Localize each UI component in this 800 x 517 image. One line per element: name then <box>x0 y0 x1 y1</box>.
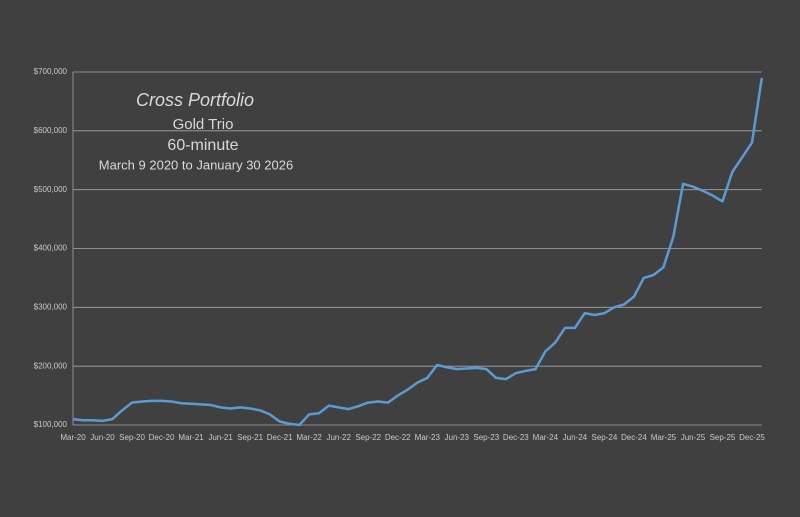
x-tick-label: Jun-23 <box>445 433 470 442</box>
x-tick-label: Sep-22 <box>355 433 381 442</box>
x-tick-label: Sep-23 <box>473 433 499 442</box>
chart-subtitle: Gold Trio <box>173 116 234 133</box>
x-tick-label: Dec-21 <box>267 433 293 442</box>
x-tick-label: Dec-24 <box>621 433 647 442</box>
x-tick-label: Dec-22 <box>385 433 411 442</box>
x-tick-label: Jun-25 <box>681 433 706 442</box>
x-tick-label: Sep-25 <box>710 433 736 442</box>
line-series <box>72 77 764 427</box>
y-tick-label: $300,000 <box>34 302 68 311</box>
x-tick-label: Jun-22 <box>326 433 351 442</box>
x-tick-label: Jun-20 <box>90 433 115 442</box>
x-tick-label: Mar-21 <box>178 433 204 442</box>
x-tick-label: Jun-21 <box>208 433 233 442</box>
y-tick-label: $100,000 <box>34 420 68 429</box>
y-tick-label: $700,000 <box>34 67 68 76</box>
chart-title: Cross Portfolio <box>136 90 254 110</box>
y-tick-label: $600,000 <box>34 126 68 135</box>
y-tick-label: $200,000 <box>34 361 68 370</box>
x-tick-label: Sep-20 <box>119 433 145 442</box>
x-tick-label: Dec-25 <box>739 433 765 442</box>
chart-subtitle: March 9 2020 to January 30 2026 <box>99 157 293 172</box>
chart-subtitle: 60-minute <box>167 137 238 154</box>
x-tick-label: Sep-21 <box>237 433 263 442</box>
x-tick-label: Sep-24 <box>591 433 617 442</box>
x-tick-label: Dec-23 <box>503 433 529 442</box>
x-tick-label: Mar-24 <box>533 433 559 442</box>
y-tick-label: $400,000 <box>34 244 68 253</box>
x-tick-label: Jun-24 <box>563 433 588 442</box>
x-tick-label: Mar-23 <box>415 433 441 442</box>
x-tick-label: Mar-20 <box>60 433 86 442</box>
x-tick-label: Mar-25 <box>651 433 677 442</box>
x-tick-label: Mar-22 <box>297 433 323 442</box>
x-tick-label: Dec-20 <box>149 433 175 442</box>
y-tick-label: $500,000 <box>34 185 68 194</box>
